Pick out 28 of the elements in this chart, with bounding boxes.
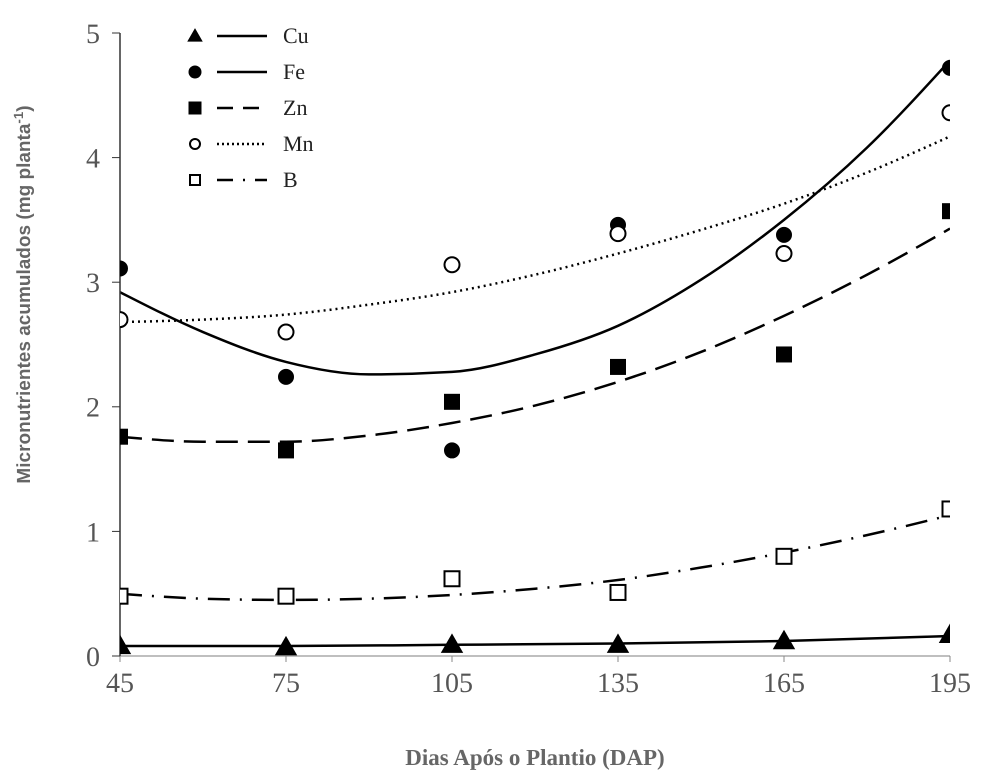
x-tick-label: 165 [763, 668, 805, 699]
legend-label: Mn [283, 131, 314, 157]
point [607, 634, 629, 653]
y-tick-label: 3 [86, 268, 100, 300]
point [444, 442, 460, 458]
legend-label: Zn [283, 95, 308, 121]
x-tick-label: 105 [431, 668, 473, 699]
legend-label: Cu [283, 23, 309, 49]
y-tick-label: 0 [86, 642, 100, 673]
x-tick-label: 135 [597, 668, 639, 699]
point [444, 394, 460, 410]
x-tick-label: 75 [272, 668, 300, 699]
point [610, 358, 626, 375]
y-tick-label: 1 [86, 517, 100, 548]
point [441, 634, 463, 653]
x-tick-label: 45 [106, 668, 134, 699]
x-axis-title: Dias Após o Plantio (DAP) [405, 745, 665, 770]
point [610, 584, 626, 601]
y-tick-label: 4 [86, 144, 100, 175]
legend-label: Fe [283, 59, 305, 85]
y-tick-label: 2 [86, 392, 100, 424]
y-tick-label: 5 [86, 18, 100, 50]
point [444, 256, 460, 274]
point [444, 570, 460, 588]
x-tick-label: 195 [929, 668, 971, 699]
point [610, 225, 626, 242]
line-series [120, 59, 950, 376]
legend-label: B [283, 167, 298, 193]
